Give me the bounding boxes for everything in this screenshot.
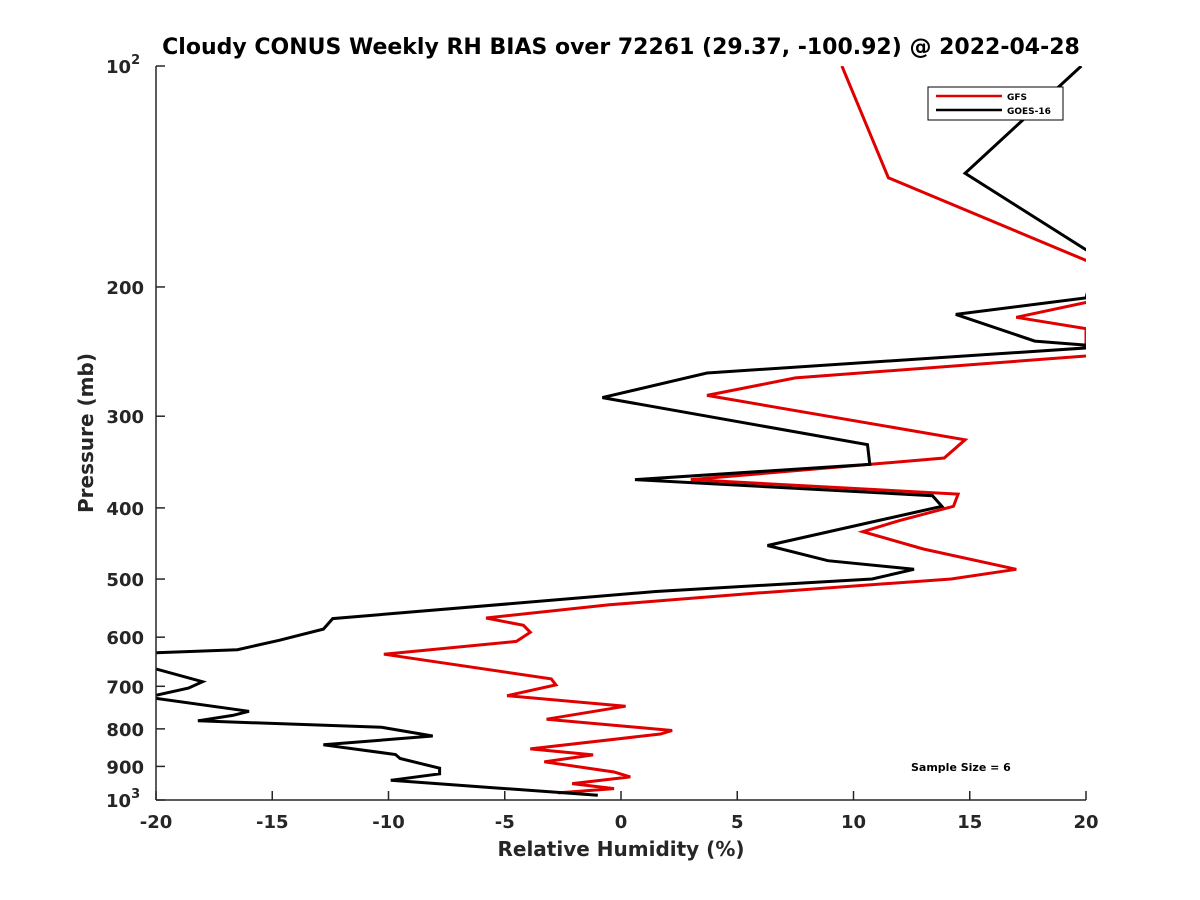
legend-label-gfs: GFS xyxy=(1007,93,1027,103)
x-tick-label: -5 xyxy=(495,812,515,833)
y-tick-label: 700 xyxy=(106,677,144,698)
legend-label-goes16: GOES-16 xyxy=(1007,107,1051,117)
y-tick-label: 103 xyxy=(106,787,140,812)
sample-size-annotation: Sample Size = 6 xyxy=(911,761,1011,774)
x-tick-label: -10 xyxy=(372,812,405,833)
y-tick-label: 800 xyxy=(106,720,144,741)
legend: GFS GOES-16 xyxy=(927,86,1064,121)
y-tick-label: 600 xyxy=(106,628,144,649)
legend-box xyxy=(927,86,1064,121)
y-ticks: 102 200 300 400 500 600 700 800 900 103 xyxy=(106,53,165,812)
y-axis-label: Pressure (mb) xyxy=(74,353,98,513)
x-tick-label: 15 xyxy=(957,812,982,833)
series-layer xyxy=(156,66,1086,797)
y-tick-label: 200 xyxy=(106,278,144,299)
y-tick-label: 102 xyxy=(106,53,140,78)
y-tick-label: 400 xyxy=(106,499,144,520)
series-line-gfs xyxy=(383,66,1086,795)
y-tick-label: 500 xyxy=(106,570,144,591)
x-axis-label: Relative Humidity (%) xyxy=(497,837,744,861)
x-tick-label: -20 xyxy=(140,812,173,833)
y-tick-label: 900 xyxy=(106,757,144,778)
x-tick-label: -15 xyxy=(256,812,289,833)
series-line-goes16 xyxy=(156,66,1086,797)
x-tick-label: 20 xyxy=(1073,812,1098,833)
x-tick-label: 0 xyxy=(615,812,628,833)
y-tick-label: 300 xyxy=(106,407,144,428)
plot-area-background xyxy=(156,66,1086,800)
x-tick-label: 10 xyxy=(841,812,866,833)
x-ticks: -20 -15 -10 -5 0 5 10 15 20 xyxy=(140,791,1099,833)
chart-title: Cloudy CONUS Weekly RH BIAS over 72261 (… xyxy=(162,35,1080,60)
x-tick-label: 5 xyxy=(731,812,744,833)
